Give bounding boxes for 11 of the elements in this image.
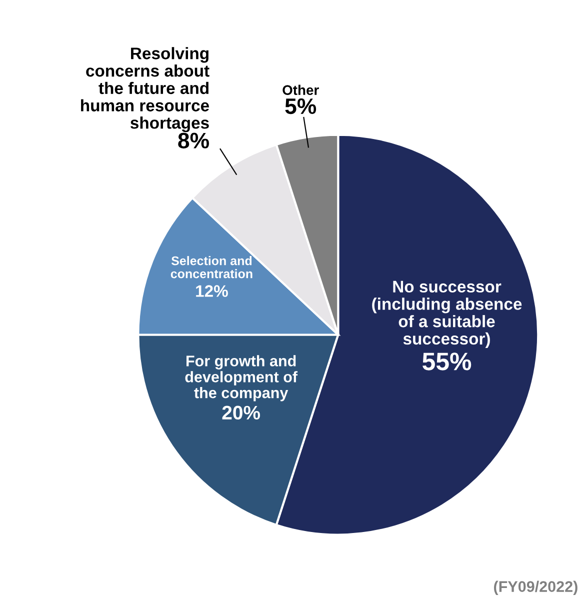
slice-label: No successor (including absence of a suitable successor): [372, 280, 522, 348]
slice-label: For growth and development of the company: [185, 355, 298, 402]
data-label: 5%: [285, 98, 316, 114]
slice-label: Selection and concentration: [170, 256, 252, 278]
data-label: 55%: [422, 352, 472, 370]
text: (FY09/2022): [494, 580, 578, 595]
data-label: 8%: [178, 132, 209, 148]
data-label: 20%: [222, 406, 260, 420]
data-label: 12%: [196, 285, 228, 297]
slice-label: Other: [282, 84, 319, 96]
slice-label: Resolving concerns about the future and human resource shortages: [81, 47, 210, 132]
